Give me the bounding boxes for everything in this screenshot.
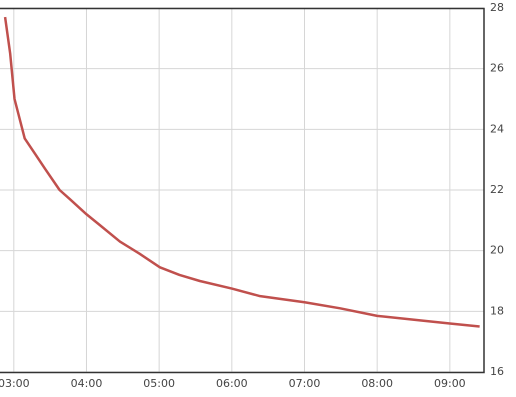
x-tick-label: 07:00 (289, 377, 321, 390)
y-tick-label: 16 (490, 365, 504, 378)
y-tick-label: 24 (490, 122, 504, 135)
y-tick-label: 18 (490, 304, 504, 317)
grid (0, 7, 484, 373)
data-line (3, 16, 480, 328)
plot-border (0, 7, 485, 374)
x-tick-label: 03:00 (0, 377, 30, 390)
lines (3, 16, 480, 328)
labels: 16 18 20 22 24 26 28 03:00 04:00 05:00 06:00 07:00 0… (0, 1, 504, 390)
x-tick-label: 09:00 (434, 377, 466, 390)
x-tick-label: 06:00 (216, 377, 248, 390)
x-tick-label: 04:00 (71, 377, 103, 390)
x-tick-label: 08:00 (361, 377, 393, 390)
y-tick-label: 26 (490, 62, 504, 75)
y-tick-label: 20 (490, 244, 504, 257)
x-tick-label: 05:00 (143, 377, 175, 390)
y-tick-label: 22 (490, 183, 504, 196)
y-tick-label: 28 (490, 1, 504, 14)
